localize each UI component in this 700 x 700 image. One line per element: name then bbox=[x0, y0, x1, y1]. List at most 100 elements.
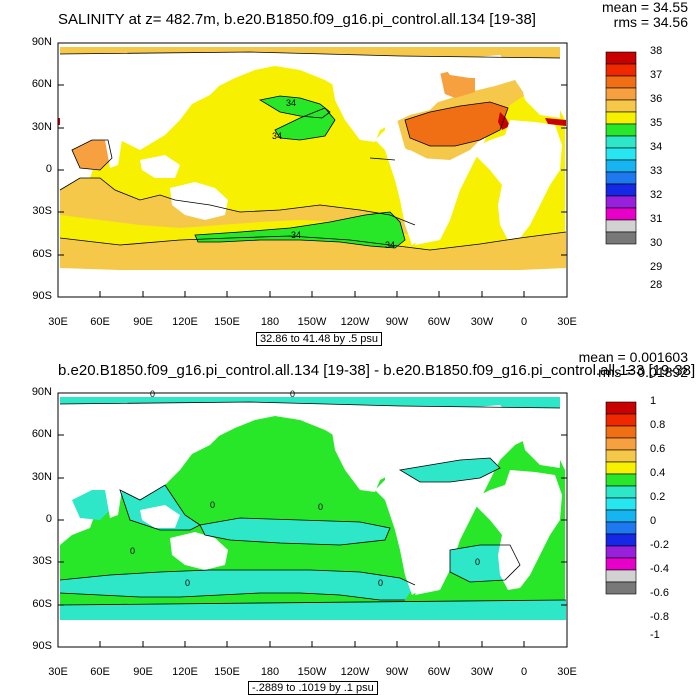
contour-label: 0 bbox=[378, 578, 383, 588]
colorbar-label: 1 bbox=[650, 395, 657, 407]
map-plot-area: 0 0 0 0 0 0 0 0 bbox=[57, 389, 637, 648]
land-masses bbox=[58, 405, 566, 647]
colorbar-label: 0 bbox=[650, 515, 657, 527]
contour-lines bbox=[59, 401, 567, 606]
colorbar-label: 0.6 bbox=[650, 443, 666, 455]
lat-label: 90N bbox=[31, 386, 52, 398]
lon-label: 60W bbox=[427, 666, 451, 678]
lat-label: 60N bbox=[31, 428, 52, 440]
colorbar-swatch bbox=[605, 449, 637, 463]
lat-label: 60S bbox=[32, 248, 52, 260]
colorbar bbox=[605, 51, 637, 245]
contour-label: 0 bbox=[150, 389, 155, 399]
colorbar-swatch bbox=[605, 159, 637, 173]
lon-label: 30W bbox=[470, 666, 494, 678]
lat-label: 0 bbox=[45, 513, 52, 525]
colorbar-swatch bbox=[605, 219, 637, 233]
lat-label: 60S bbox=[32, 598, 52, 610]
colorbar-swatch bbox=[605, 557, 637, 571]
colorbar-swatch bbox=[605, 51, 637, 65]
colorbar-label: 34 bbox=[650, 141, 663, 153]
colorbar-label: 28 bbox=[650, 279, 663, 291]
mean-value: mean = 34.55 bbox=[601, 0, 688, 15]
contour-range-box: 32.86 to 41.48 by .5 psu bbox=[256, 332, 383, 346]
lon-label: 0 bbox=[520, 666, 528, 678]
contour-label: 0 bbox=[318, 502, 323, 512]
lon-label: 120E bbox=[172, 316, 198, 328]
lat-label: 60N bbox=[31, 78, 52, 90]
colorbar-swatch bbox=[605, 99, 637, 113]
lon-label: 120W bbox=[340, 666, 370, 678]
colorbar-swatch bbox=[605, 437, 637, 451]
colorbar-swatch bbox=[605, 183, 637, 197]
map-plot-area: 34 34 34 34 bbox=[57, 42, 637, 298]
colorbar-swatch bbox=[605, 485, 637, 499]
lon-label: 120W bbox=[340, 316, 370, 328]
colorbar-label: 0.8 bbox=[650, 419, 666, 431]
lat-label: 30S bbox=[32, 555, 52, 567]
lon-label: 60E bbox=[90, 316, 110, 328]
lon-label: 90E bbox=[133, 666, 153, 678]
colorbar-label: 37 bbox=[650, 69, 663, 81]
colorbar-label: -1 bbox=[650, 629, 660, 641]
colorbar-label: 38 bbox=[650, 45, 663, 57]
stats-block: mean = 0.001603 rms = 0.01892 bbox=[579, 350, 688, 380]
colorbar-swatch bbox=[605, 533, 637, 547]
lon-label: 30E bbox=[557, 666, 577, 678]
colorbar-swatch bbox=[605, 147, 637, 161]
lon-label: 60E bbox=[90, 666, 110, 678]
lat-label: 30S bbox=[32, 205, 52, 217]
colorbar-label: -0.8 bbox=[650, 611, 669, 623]
colorbar-swatch bbox=[605, 63, 637, 77]
contour-lines bbox=[59, 51, 567, 251]
lon-label: 120E bbox=[172, 666, 198, 678]
panel-title: SALINITY at z= 482.7m, b.e20.B1850.f09_g… bbox=[58, 11, 536, 28]
stats-block: mean = 34.55 rms = 34.56 bbox=[602, 0, 688, 30]
colorbar-swatch bbox=[605, 425, 637, 439]
colorbar-swatch bbox=[605, 509, 637, 523]
contour-label: 0 bbox=[185, 578, 190, 588]
colorbar-label: 33 bbox=[650, 165, 663, 177]
lon-label: 180 bbox=[260, 316, 280, 328]
colorbar-label: -0.2 bbox=[650, 539, 669, 551]
colorbar-swatch bbox=[605, 521, 637, 535]
contour-label: 34 bbox=[385, 240, 395, 250]
lon-label: 150W bbox=[297, 666, 327, 678]
colorbar-swatch bbox=[605, 231, 637, 245]
lon-label: 90W bbox=[385, 666, 409, 678]
colorbar-swatch bbox=[605, 545, 637, 559]
contour-label: 34 bbox=[291, 230, 301, 240]
contour-label: 0 bbox=[130, 546, 135, 556]
lon-label: 30W bbox=[470, 316, 494, 328]
colorbar-swatch bbox=[605, 207, 637, 221]
colorbar-swatch bbox=[605, 171, 637, 185]
colorbar-label: 30 bbox=[650, 237, 663, 249]
lon-label: 90E bbox=[133, 316, 153, 328]
rms-value: rms = 34.56 bbox=[613, 14, 688, 30]
lon-label: 30E bbox=[48, 666, 68, 678]
colorbar-label: -0.6 bbox=[650, 587, 669, 599]
contour-label: 0 bbox=[475, 557, 480, 567]
contour-range-box: -.2889 to .1019 by .1 psu bbox=[248, 681, 378, 695]
colorbar-label: 0.2 bbox=[650, 491, 666, 503]
lat-label: 90N bbox=[31, 36, 52, 48]
lat-label: 0 bbox=[45, 163, 52, 175]
colorbar-label: 31 bbox=[650, 213, 663, 225]
colorbar-swatch bbox=[605, 569, 637, 583]
contour-label: 34 bbox=[272, 131, 282, 141]
colorbar-swatch bbox=[605, 581, 637, 595]
lat-label: 90S bbox=[32, 640, 52, 652]
colorbar-swatch bbox=[605, 135, 637, 149]
colorbar-swatch bbox=[605, 75, 637, 89]
rms-value: rms = 0.01892 bbox=[598, 364, 688, 380]
colorbar-label: 36 bbox=[650, 93, 663, 105]
colorbar-swatch bbox=[605, 401, 637, 415]
lon-label: 0 bbox=[520, 316, 528, 328]
lon-label: 90W bbox=[385, 316, 409, 328]
colorbar-label: 0.4 bbox=[650, 467, 666, 479]
lon-label: 30E bbox=[557, 316, 577, 328]
lon-label: 150W bbox=[297, 316, 327, 328]
lat-label: 90S bbox=[32, 290, 52, 302]
colorbar-swatch bbox=[605, 413, 637, 427]
lat-label: 30N bbox=[31, 471, 52, 483]
